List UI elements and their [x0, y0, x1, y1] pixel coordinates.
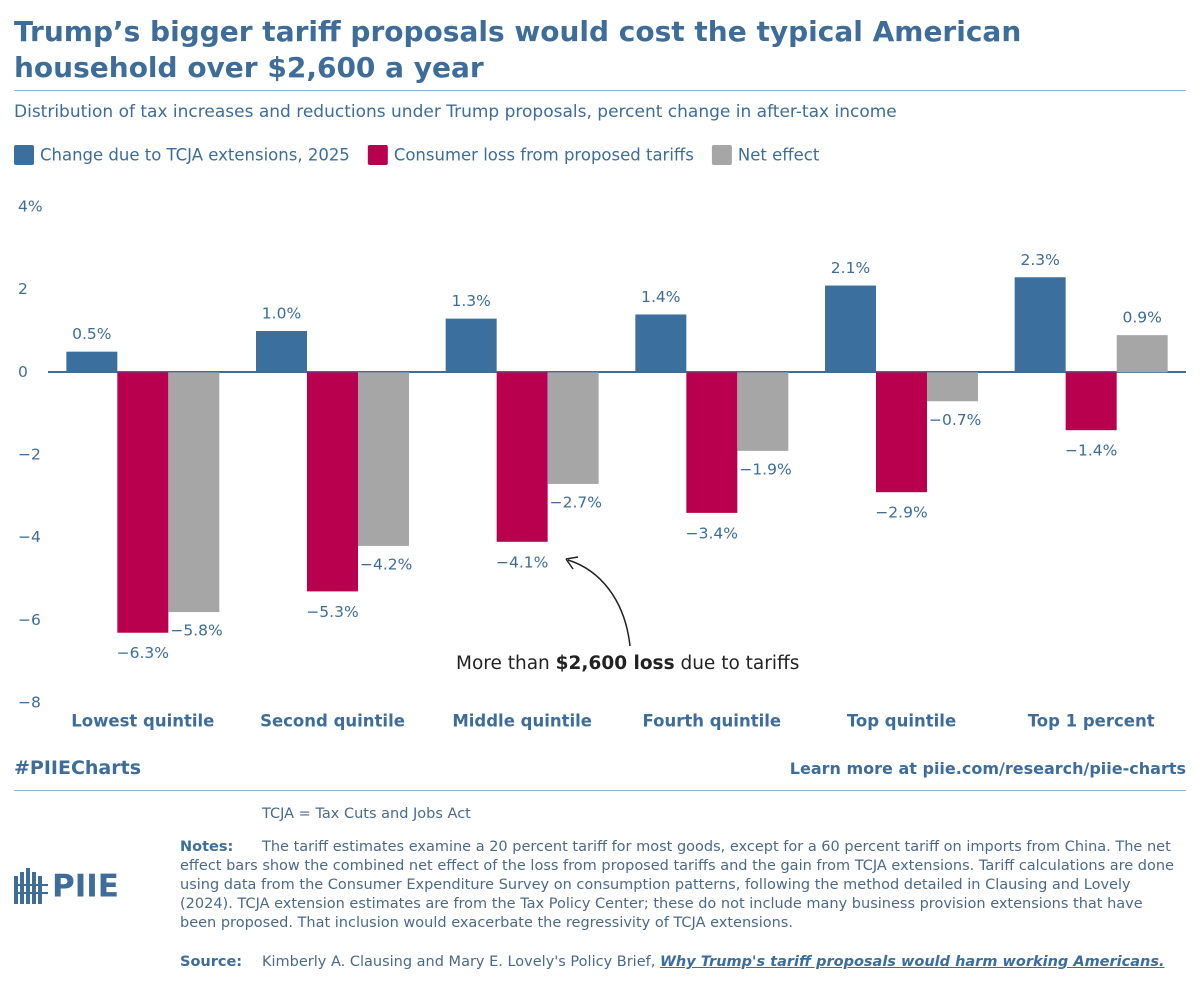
arrow-head: [565, 556, 579, 570]
bar: [547, 372, 599, 484]
x-tick-label: Fourth quintile: [643, 712, 782, 731]
annotation-bold: $2,600 loss: [556, 653, 675, 674]
abbreviation-note: TCJA = Tax Cuts and Jobs Act: [262, 806, 471, 822]
bar: [876, 372, 927, 493]
annotation-text: due to tariffs: [675, 653, 800, 674]
value-label: 2.3%: [1020, 251, 1059, 269]
notes-label: Notes:: [180, 839, 234, 855]
chart-title: Trump’s bigger tariff proposals would co…: [14, 15, 1022, 84]
legend-label: Change due to TCJA extensions, 2025: [40, 146, 350, 165]
value-label: −2.9%: [875, 504, 927, 522]
bar: [1014, 277, 1066, 373]
legend-label: Net effect: [738, 146, 820, 165]
y-tick-label: −6: [18, 611, 41, 629]
hashtag: #PIIECharts: [14, 757, 142, 779]
x-tick-label: Top 1 percent: [1028, 712, 1155, 731]
value-label: −4.1%: [496, 553, 548, 571]
chart-subtitle: Distribution of tax increases and reduct…: [14, 102, 897, 122]
annotation-text: More than: [456, 653, 556, 674]
bar: [256, 331, 307, 373]
bar: [686, 372, 738, 513]
annotation-arrow: [567, 559, 631, 647]
value-label: −4.2%: [360, 555, 412, 573]
y-tick-label: 4%: [18, 198, 43, 216]
value-label: −3.4%: [686, 524, 738, 542]
value-label: −5.3%: [306, 603, 358, 621]
legend-swatch: [14, 145, 34, 165]
y-tick-label: −2: [18, 446, 41, 464]
logo-mark: PIIE: [14, 868, 119, 905]
value-label: −1.9%: [739, 460, 791, 478]
value-label: 2.1%: [831, 259, 870, 277]
value-label: −2.7%: [550, 493, 602, 511]
bar: [496, 372, 548, 542]
bar: [117, 372, 169, 633]
source: Source: Kimberly A. Clausing and Mary E. …: [180, 954, 1164, 970]
bar: [66, 351, 118, 373]
bar: [825, 285, 876, 373]
value-label: 1.3%: [451, 292, 490, 310]
bar: [445, 318, 497, 373]
source-link[interactable]: Why Trump's tariff proposals would harm …: [659, 954, 1165, 970]
value-label: −5.8%: [170, 622, 222, 640]
learn-more: Learn more at piie.com/research/piie-cha…: [789, 759, 1186, 778]
divider: [14, 790, 1186, 791]
x-tick-label: Lowest quintile: [71, 712, 214, 731]
value-label: 0.5%: [72, 325, 111, 343]
legend-label: Consumer loss from proposed tariffs: [394, 146, 694, 165]
value-label: 0.9%: [1122, 309, 1161, 327]
value-label: −0.7%: [929, 411, 981, 429]
x-tick-label: Top quintile: [847, 712, 956, 731]
legend-swatch: [711, 145, 732, 165]
y-tick-label: −4: [18, 528, 41, 546]
divider: [14, 90, 1186, 91]
bar: [737, 372, 789, 451]
value-label: 1.4%: [641, 288, 680, 306]
bar: [358, 372, 409, 546]
x-tick-label: Middle quintile: [452, 712, 592, 731]
logo: PIIE: [14, 864, 129, 912]
bar: [635, 314, 687, 373]
bar: [1065, 372, 1117, 431]
value-label: −6.3%: [117, 644, 169, 662]
source-label: Source:: [180, 954, 243, 970]
notes-text: The tariff estimates examine a 20 percen…: [180, 839, 1174, 931]
y-tick-label: 0: [18, 363, 28, 381]
logo-text: PIIE: [52, 869, 119, 905]
bar: [927, 372, 978, 402]
bar: [1116, 335, 1168, 373]
annotation: More than $2,600 loss due to tariffs: [456, 653, 799, 674]
source-text: Kimberly A. Clausing and Mary E. Lovely'…: [262, 954, 660, 970]
y-tick-label: 2: [18, 280, 28, 298]
notes: Notes: The tariff estimates examine a 20 …: [180, 838, 1180, 933]
x-tick-label: Second quintile: [260, 712, 405, 731]
bar: [168, 372, 220, 613]
legend-swatch: [367, 145, 388, 165]
value-label: 1.0%: [262, 305, 301, 323]
bar: [307, 372, 358, 592]
value-label: −1.4%: [1065, 442, 1117, 460]
y-tick-label: −8: [18, 694, 41, 712]
